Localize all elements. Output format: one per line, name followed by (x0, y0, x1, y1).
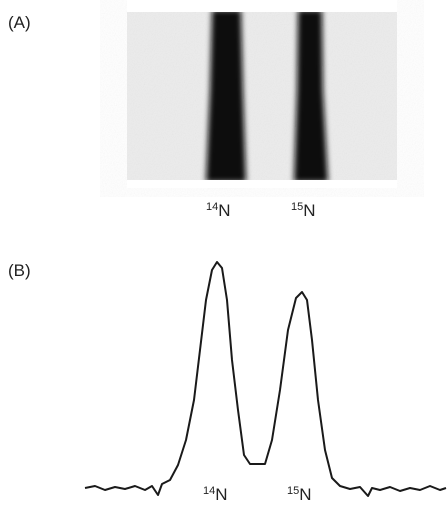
band-label: 15N (291, 201, 316, 220)
band (294, 10, 328, 182)
mass-number: 14 (206, 201, 218, 213)
element: N (218, 201, 230, 220)
mass-number: 14 (203, 485, 215, 497)
element: N (299, 485, 311, 504)
mass-number: 15 (291, 201, 303, 213)
panel-label: (B) (8, 261, 31, 280)
panel-label: (A) (8, 13, 31, 32)
mass-number: 15 (287, 485, 299, 497)
element: N (303, 201, 315, 220)
density-trace (84, 261, 447, 497)
peak-label: 14N (203, 485, 228, 504)
element: N (215, 485, 227, 504)
peak-label: 15N (287, 485, 312, 504)
band (206, 10, 246, 182)
band-label: 14N (206, 201, 231, 220)
gel-image (127, 0, 397, 188)
